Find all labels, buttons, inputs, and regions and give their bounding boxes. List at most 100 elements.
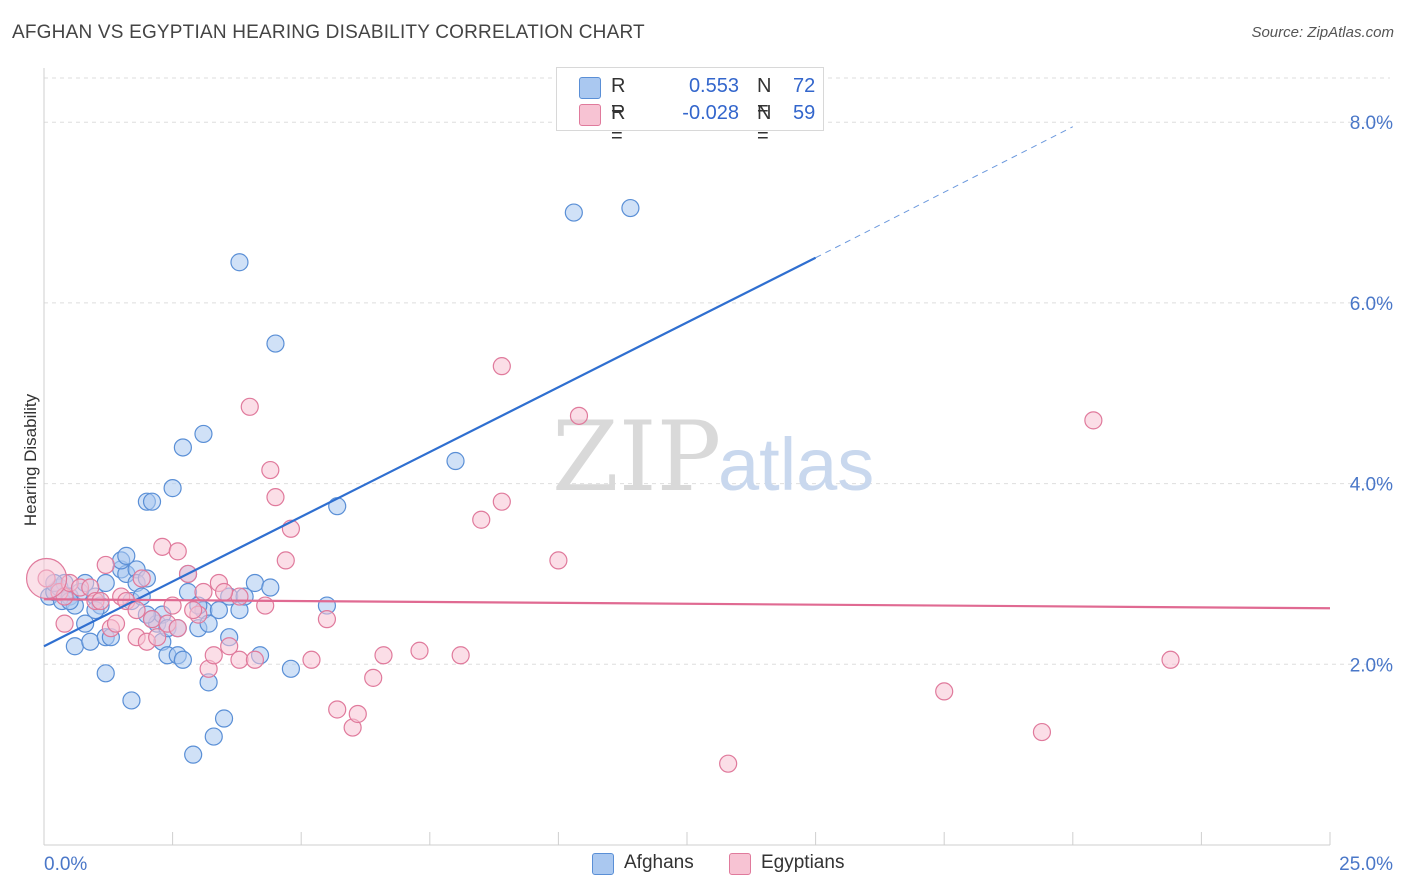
egyptian-point: [451, 646, 470, 665]
egyptian-point: [348, 704, 367, 724]
r-value: 0.553: [688, 75, 739, 97]
egyptian-point: [569, 406, 589, 425]
y-tick-label: 2.0%: [1350, 655, 1393, 676]
afghan-point: [142, 492, 162, 511]
source-label: Source: ZipAtlas.com: [1251, 24, 1394, 41]
afghan-point: [209, 600, 228, 620]
afghan-point: [214, 709, 234, 728]
egyptian-point: [245, 650, 265, 669]
afghans-legend-swatch-icon: [592, 853, 614, 875]
egyptian-point: [492, 357, 511, 376]
egyptian-point: [220, 637, 239, 656]
axes: [43, 68, 1331, 846]
egyptian-point: [132, 569, 151, 588]
egyptian-point: [1084, 411, 1103, 430]
n-value: 72: [793, 75, 816, 97]
egyptian-point: [163, 596, 182, 615]
egyptian-point: [214, 582, 234, 602]
egyptian-point: [317, 610, 337, 629]
afghan-point: [266, 334, 285, 353]
y-axis-label: Hearing Disability: [21, 393, 40, 526]
afghan-trend-line: [43, 256, 817, 648]
watermark-atlas: atlas: [718, 423, 874, 506]
chart-title: AFGHAN VS EGYPTIAN HEARING DISABILITY CO…: [12, 22, 645, 43]
watermark: ZIP atlas: [552, 401, 874, 513]
egyptians-swatch-icon: [579, 104, 601, 126]
egyptian-point: [276, 551, 295, 570]
egyptian-point: [374, 646, 393, 665]
egyptian-point: [1161, 650, 1180, 669]
egyptian-point: [302, 650, 321, 669]
egyptian-point: [549, 551, 568, 570]
y-tick-label: 8.0%: [1350, 113, 1393, 134]
egyptian-point: [364, 668, 383, 687]
afghan-point: [81, 632, 100, 651]
egyptian-point: [168, 542, 187, 561]
gridlines: [44, 77, 1390, 665]
correlation-legend: R = 0.553 N = 72 R = -0.028 N = 59: [556, 67, 824, 147]
egyptian-point: [106, 614, 126, 633]
egyptian-point: [230, 587, 249, 606]
afghan-point: [281, 659, 301, 678]
afghan-point: [122, 691, 141, 710]
egyptian-point: [492, 492, 511, 511]
egyptian-point: [204, 646, 223, 665]
egyptians-legend-label: Egyptians: [761, 852, 845, 873]
egyptian-point: [194, 582, 213, 602]
afghan-point: [117, 546, 136, 565]
afghan-point: [328, 497, 347, 516]
afghan-point: [173, 438, 192, 457]
egyptian-point: [719, 754, 738, 773]
egyptian-point: [153, 537, 172, 556]
egyptian-point: [142, 610, 162, 629]
afghan-point: [65, 637, 84, 656]
afghan-point: [194, 424, 213, 444]
egyptian-point: [256, 596, 275, 615]
afghan-point: [96, 664, 115, 683]
egyptian-point: [230, 650, 249, 669]
afghans-swatch-icon: [579, 77, 601, 99]
egyptian-point: [240, 397, 259, 416]
afghans-legend-label: Afghans: [624, 852, 694, 873]
y-tick-label: 6.0%: [1350, 294, 1393, 315]
afghan-point: [261, 578, 280, 597]
n-label: N =: [757, 75, 772, 120]
afghan-point: [184, 745, 203, 764]
afghan-point: [245, 573, 265, 593]
egyptian-point: [1032, 722, 1052, 742]
afghan-trend-extension: [815, 126, 1074, 259]
data-points: [25, 198, 1180, 773]
n-value: 59: [793, 102, 816, 124]
afghan-point: [163, 479, 182, 498]
afghan-point: [621, 198, 640, 218]
egyptian-point: [472, 510, 491, 529]
afghan-point: [446, 451, 465, 471]
r-label: R =: [611, 102, 626, 147]
n-label: N =: [757, 102, 772, 147]
egyptian-point: [266, 488, 285, 507]
egyptian-point: [935, 682, 954, 701]
egyptian-point: [148, 628, 167, 647]
egyptian-point: [261, 460, 280, 480]
egyptian-point-large: [25, 557, 68, 600]
egyptian-point: [184, 600, 203, 620]
afghan-point: [173, 650, 192, 669]
afghan-point: [230, 253, 249, 272]
trend-lines: [43, 126, 1331, 648]
egyptian-point: [168, 619, 187, 638]
egyptian-point: [328, 700, 347, 719]
egyptians-legend-swatch-icon: [729, 853, 751, 875]
egyptian-point: [410, 641, 429, 660]
y-tick-label: 4.0%: [1350, 475, 1393, 496]
afghan-point: [564, 203, 583, 222]
egyptian-point: [127, 600, 146, 620]
x-tick-label: 0.0%: [44, 854, 87, 875]
tick-labels: 2.0% 4.0% 6.0% 8.0% 0.0% 25.0%: [44, 113, 1393, 875]
egyptian-trend-line: [43, 598, 1331, 610]
r-label: R =: [611, 75, 626, 120]
r-value: -0.028: [682, 102, 739, 124]
x-tick-label: 25.0%: [1339, 854, 1393, 875]
afghan-point: [204, 727, 223, 746]
egyptian-point: [55, 614, 74, 633]
